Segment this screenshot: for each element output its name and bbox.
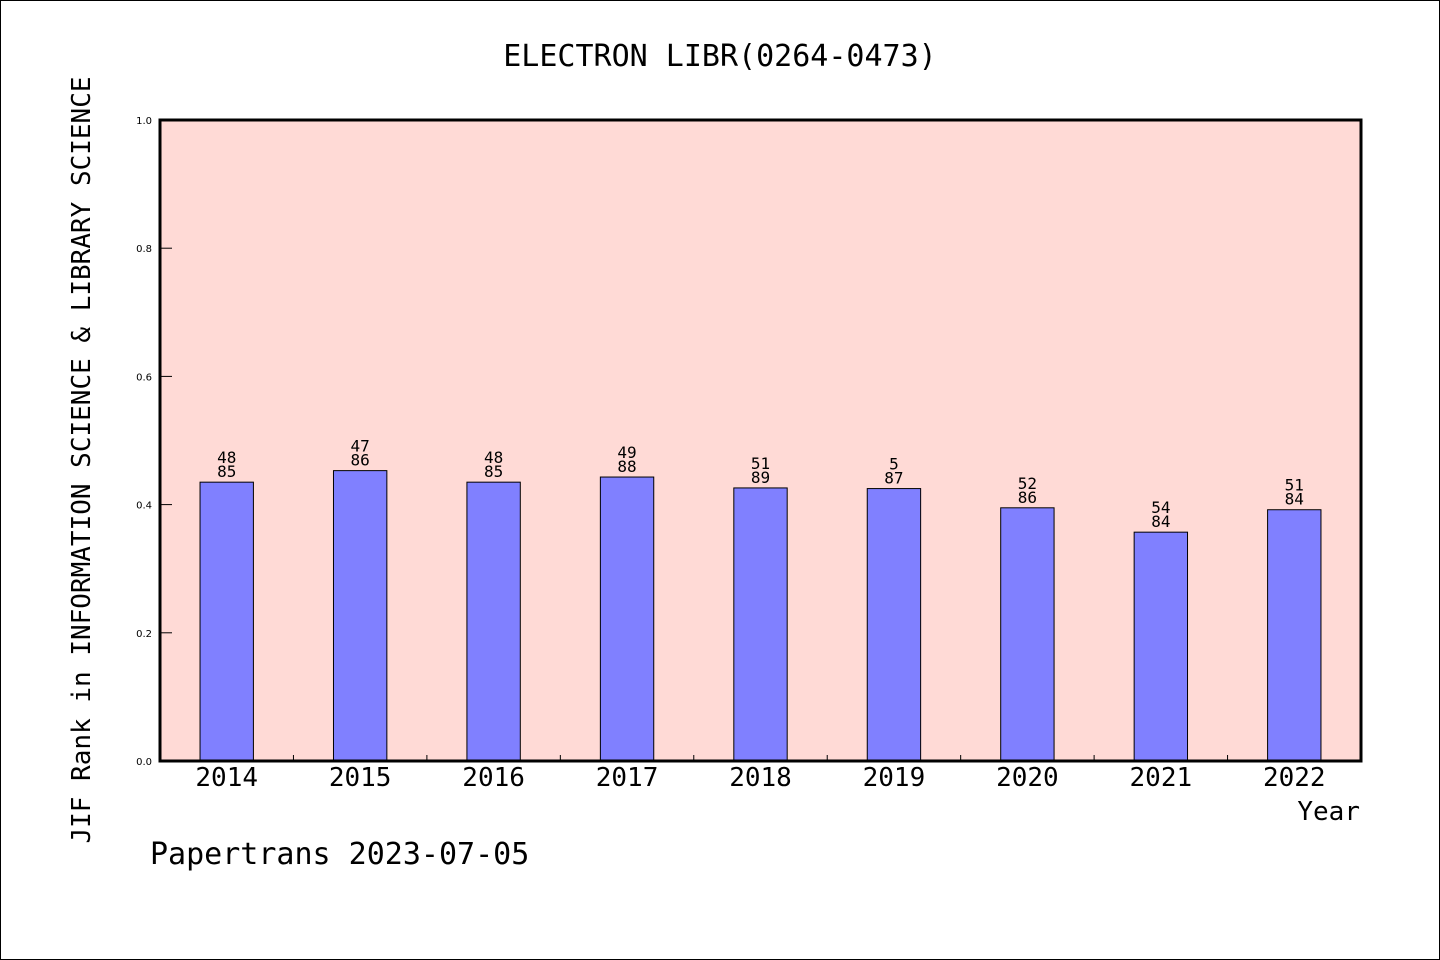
x-tick-label-2016: 2016	[462, 763, 525, 793]
bar-2020	[1000, 507, 1055, 762]
x-tick-label-2018: 2018	[729, 763, 792, 793]
bar-label-bottom-2021: 84	[1151, 512, 1170, 531]
bar-2022	[1267, 509, 1322, 762]
x-tick-label-2015: 2015	[329, 763, 392, 793]
x-tick-label-2014: 2014	[195, 763, 258, 793]
footer-source-date: Papertrans 2023-07-05	[150, 837, 529, 872]
x-tick-label-2017: 2017	[596, 763, 659, 793]
bar-label-top-2018: 51	[751, 454, 770, 473]
bar-label-top-2016: 48	[484, 448, 503, 467]
bar-label-top-2019: 5	[889, 455, 899, 474]
bar-2015	[332, 470, 388, 762]
bar-2014	[199, 481, 254, 762]
bar-label-top-2022: 51	[1285, 476, 1304, 495]
bar-2017	[599, 476, 655, 762]
bar-label-bottom-2015: 86	[351, 451, 370, 470]
bar-2021	[1133, 531, 1189, 762]
bar-label-bottom-2017: 88	[617, 457, 636, 476]
bar-label-top-2015: 47	[351, 437, 370, 456]
bar-label-top-2014: 48	[217, 448, 236, 467]
y-tick-label: 0.2	[136, 629, 152, 640]
x-tick-label-2021: 2021	[1130, 763, 1193, 793]
x-tick-label-2019: 2019	[863, 763, 926, 793]
bar-label-bottom-2022: 84	[1285, 490, 1304, 509]
bar-2016	[466, 481, 521, 762]
bar-label-bottom-2020: 86	[1018, 488, 1037, 507]
x-axis-label: Year	[1297, 797, 1360, 827]
bar-2019	[866, 488, 922, 762]
bar-label-bottom-2016: 85	[484, 462, 503, 481]
y-tick-label: 0.8	[136, 244, 152, 255]
plot-area: 4885201447862015488520164988201751892018…	[136, 116, 1363, 793]
y-tick-label: 1.0	[136, 116, 152, 127]
y-tick-label: 0.6	[136, 372, 152, 383]
x-tick-label-2022: 2022	[1263, 763, 1326, 793]
plot-border	[158, 118, 1363, 763]
bar-label-bottom-2019: 87	[884, 469, 903, 488]
bar-label-top-2017: 49	[617, 443, 636, 462]
y-tick-label: 0.4	[136, 501, 152, 512]
bar-label-top-2021: 54	[1151, 498, 1170, 517]
bar-label-bottom-2018: 89	[751, 468, 770, 487]
chart-title: ELECTRON LIBR(0264-0473)	[503, 39, 936, 74]
bar-label-top-2020: 52	[1018, 474, 1037, 493]
x-tick-label-2020: 2020	[996, 763, 1059, 793]
y-axis-label: JIF Rank in INFORMATION SCIENCE & LIBRAR…	[67, 76, 97, 843]
bar-label-bottom-2014: 85	[217, 462, 236, 481]
bar-2018	[733, 487, 788, 762]
y-tick-label: 0.0	[136, 757, 152, 768]
